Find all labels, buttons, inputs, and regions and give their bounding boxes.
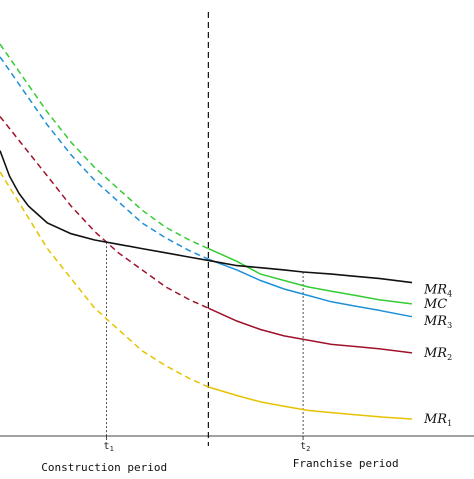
tick-label-t2: t2 <box>300 441 310 453</box>
series-mr2-line <box>208 307 413 354</box>
series-mr3-dashed <box>0 56 209 260</box>
series-mr2-dashed <box>0 116 209 309</box>
tick-label-t1: t1 <box>104 441 114 453</box>
series-mr4-dashed <box>0 43 209 250</box>
series-mr1-dashed <box>0 171 209 388</box>
series-mr1-line <box>208 386 413 420</box>
series-mr3-line <box>208 258 413 318</box>
series-label-mr2: MR2 <box>423 346 452 362</box>
series-label-mc: MC <box>423 297 447 312</box>
series-label-mr3: MR3 <box>423 314 452 330</box>
series-mc-line <box>0 150 413 284</box>
period-label-franchise: Franchise period <box>293 457 399 470</box>
series-label-mr1: MR1 <box>423 412 452 428</box>
period-label-construction: Construction period <box>41 461 167 474</box>
series-label-mr4: MR4 <box>423 282 452 298</box>
